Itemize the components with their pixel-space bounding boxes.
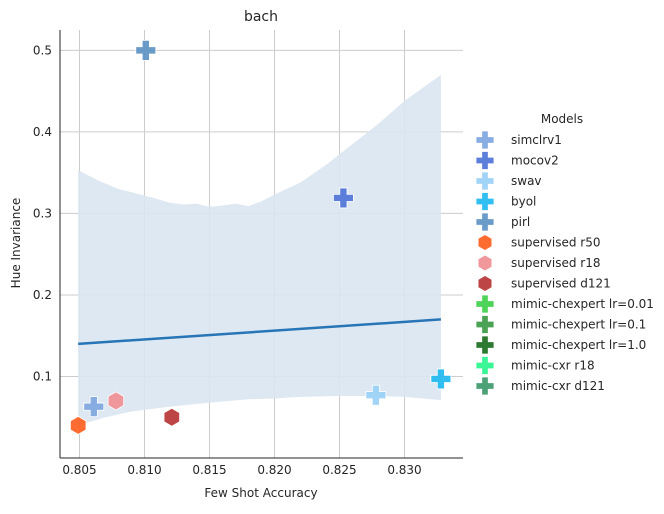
y-tick-label: 0.3 xyxy=(33,206,52,220)
legend-item: mimic-cxr r18 xyxy=(475,356,595,375)
legend-item: mimic-chexpert lr=0.01 xyxy=(475,294,654,314)
regression-line-group xyxy=(78,318,441,346)
data-points xyxy=(70,39,452,435)
point-supervised-d121 xyxy=(163,407,180,427)
axes xyxy=(59,30,463,459)
legend-label: mimic-chexpert lr=1.0 xyxy=(511,338,646,352)
legend-item: supervised r18 xyxy=(477,254,601,272)
legend-marker xyxy=(477,254,493,272)
legend-marker xyxy=(475,376,495,396)
point-supervised-r18 xyxy=(107,391,125,411)
y-tick-label: 0.5 xyxy=(33,43,52,57)
legend-marker xyxy=(477,275,493,292)
legend-item: byol xyxy=(475,192,536,211)
legend-marker xyxy=(475,151,495,170)
y-axis-label: Hue Invariance xyxy=(9,198,23,289)
x-tick-labels: 0.805 0.810 0.815 0.820 0.825 0.830 xyxy=(62,463,421,477)
legend-label: mimic-chexpert lr=0.1 xyxy=(511,318,646,332)
legend-label: mimic-chexpert lr=0.01 xyxy=(511,297,654,311)
legend-label: mimic-cxr d121 xyxy=(511,379,605,393)
legend-item: supervised r50 xyxy=(477,234,601,251)
legend-item: mimic-cxr d121 xyxy=(475,376,605,396)
point-swav xyxy=(365,384,387,406)
y-tick-label: 0.1 xyxy=(33,369,52,383)
legend-item: mimic-chexpert lr=1.0 xyxy=(475,335,646,355)
legend-marker xyxy=(477,234,493,251)
y-tick-label: 0.4 xyxy=(33,125,52,139)
legend-label: supervised r18 xyxy=(511,256,601,270)
legend-marker xyxy=(475,192,495,211)
point-byol xyxy=(430,368,452,390)
legend-items: simclrv1 mocov2 swav byol pirl supervised r50… xyxy=(475,130,654,396)
point-mocov2 xyxy=(333,187,354,209)
x-tick-label: 0.820 xyxy=(257,463,291,477)
legend-item: supervised d121 xyxy=(477,275,611,292)
y-tick-label: 0.2 xyxy=(33,288,52,302)
legend-title: Models xyxy=(541,112,583,126)
point-pirl xyxy=(135,39,157,61)
legend-item: mimic-chexpert lr=0.1 xyxy=(475,315,646,334)
legend-marker xyxy=(475,315,495,334)
chart-title: bach xyxy=(244,9,278,25)
legend-marker xyxy=(475,294,495,314)
regression-line xyxy=(78,318,441,346)
legend-marker xyxy=(475,356,495,375)
legend-item: pirl xyxy=(475,212,530,232)
confidence-band xyxy=(78,74,441,426)
legend-label: byol xyxy=(511,195,536,209)
legend-item: simclrv1 xyxy=(475,130,562,150)
legend-marker xyxy=(475,335,495,355)
legend-label: mimic-cxr r18 xyxy=(511,359,595,373)
y-tick-labels: 0.1 0.2 0.3 0.4 0.5 xyxy=(33,43,52,383)
point-simclrv1 xyxy=(83,396,105,418)
legend-label: mocov2 xyxy=(511,154,559,168)
x-tick-label: 0.805 xyxy=(62,463,96,477)
legend-label: simclrv1 xyxy=(511,133,562,147)
x-axis-label: Few Shot Accuracy xyxy=(204,486,317,500)
legend-marker xyxy=(475,171,495,191)
legend-marker xyxy=(475,212,495,232)
legend-label: supervised d121 xyxy=(511,277,611,291)
point-supervised-r50 xyxy=(70,415,87,435)
legend-marker xyxy=(475,130,495,150)
legend-item: mocov2 xyxy=(475,151,559,170)
x-tick-label: 0.815 xyxy=(192,463,226,477)
x-tick-label: 0.810 xyxy=(127,463,161,477)
legend-label: swav xyxy=(511,174,542,188)
legend: Models simclrv1 mocov2 swav byol pirl supervi… xyxy=(475,112,654,396)
confidence-band-area xyxy=(78,74,441,426)
x-tick-label: 0.830 xyxy=(387,463,421,477)
legend-label: supervised r50 xyxy=(511,236,601,250)
legend-item: swav xyxy=(475,171,542,191)
x-tick-label: 0.825 xyxy=(322,463,356,477)
legend-label: pirl xyxy=(511,215,530,229)
